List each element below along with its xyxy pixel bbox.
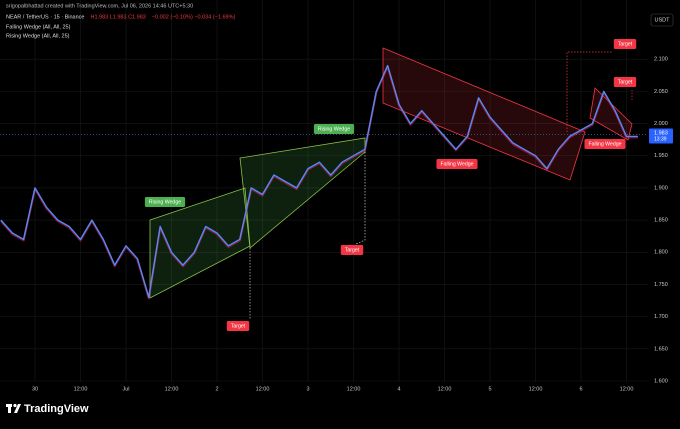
x-tick-label: 4 — [397, 386, 400, 392]
annotation-box — [613, 77, 637, 87]
annotation-box — [584, 139, 626, 149]
y-tick-label: 1.850 — [654, 218, 668, 224]
x-tick-label: 5 — [488, 386, 491, 392]
plot — [0, 64, 648, 300]
y-tick-label: 1.600 — [654, 378, 668, 384]
x-tick-label: 12:00 — [347, 386, 361, 392]
change: −0.002 (−0.10%) −0.034 (−1.69%) — [152, 14, 236, 20]
y-tick-label: 2.000 — [654, 121, 668, 127]
annotation-box — [613, 39, 637, 49]
annotation: Rising Wedge — [149, 199, 181, 205]
annotation-box — [144, 197, 186, 207]
last-price-label: 1.983 — [654, 130, 668, 136]
annotation: Falling Wedge — [440, 161, 473, 167]
grid — [0, 0, 648, 382]
logo-part — [14, 404, 21, 413]
annotation-box — [313, 124, 355, 134]
x-tick-label: 12:00 — [165, 386, 179, 392]
y-tick-label: 1.900 — [654, 185, 668, 191]
annotation-box — [340, 245, 364, 255]
ohlc: H1.983 L1.983 C1.983 — [90, 14, 145, 20]
footer-bar — [0, 395, 680, 424]
x-tick-label: 12:00 — [529, 386, 543, 392]
logo-mark — [6, 403, 21, 413]
x-tick-label: 12:00 — [438, 386, 452, 392]
currency-box — [650, 13, 674, 27]
y-tick-label: 1.950 — [654, 153, 668, 159]
logo-part — [8, 404, 11, 413]
price-line — [0, 64, 638, 298]
annotation: Target — [231, 323, 246, 329]
annotation: Target — [618, 79, 633, 85]
x-tick-label: 12:00 — [74, 386, 88, 392]
x-tick-label: 6 — [579, 386, 582, 392]
x-tick-label: 3 — [306, 386, 309, 392]
annotation: Falling Wedge — [588, 141, 621, 147]
indicator: Rising Wedge (All, All, 25) — [6, 33, 70, 39]
logo-text: TradingView — [24, 403, 89, 415]
annotation-box — [226, 321, 250, 331]
x-tick-label: Jul — [123, 386, 130, 392]
annotation: Rising Wedge — [318, 126, 350, 132]
y-tick-label: 1.750 — [654, 282, 668, 288]
annotation: Target — [345, 247, 360, 253]
annotation: Target — [618, 41, 633, 47]
y-tick-label: 1.650 — [654, 346, 668, 352]
indicator: Falling Wedge (All, All, 25) — [6, 24, 71, 30]
y-tick-label: 1.800 — [654, 250, 668, 256]
credit: srigopalbhattad created with TradingView… — [6, 3, 193, 9]
falling-wedge-area — [382, 47, 586, 181]
y-tick-label: 2.050 — [654, 89, 668, 95]
x-tick-label: 30 — [32, 386, 38, 392]
y-tick-label: 2.100 — [654, 57, 668, 63]
y-tick-label: 1.700 — [654, 314, 668, 320]
last-price-box — [649, 128, 673, 144]
x-tick-label: 12:00 — [620, 386, 634, 392]
currency: USDT — [655, 17, 671, 23]
labels: 1.600 1.650 1.700 1.750 1.800 1.850 1.900 1.950… — [32, 39, 673, 392]
logo-part — [13, 403, 17, 408]
annotation-box — [436, 159, 478, 169]
target-line — [355, 152, 366, 245]
x-tick-label: 2 — [215, 386, 218, 392]
countdown: 13:39 — [654, 136, 667, 142]
symbol: NEAR / TetherUS · 15 · Binance — [6, 14, 84, 20]
x-tick-label: 12:00 — [256, 386, 270, 392]
